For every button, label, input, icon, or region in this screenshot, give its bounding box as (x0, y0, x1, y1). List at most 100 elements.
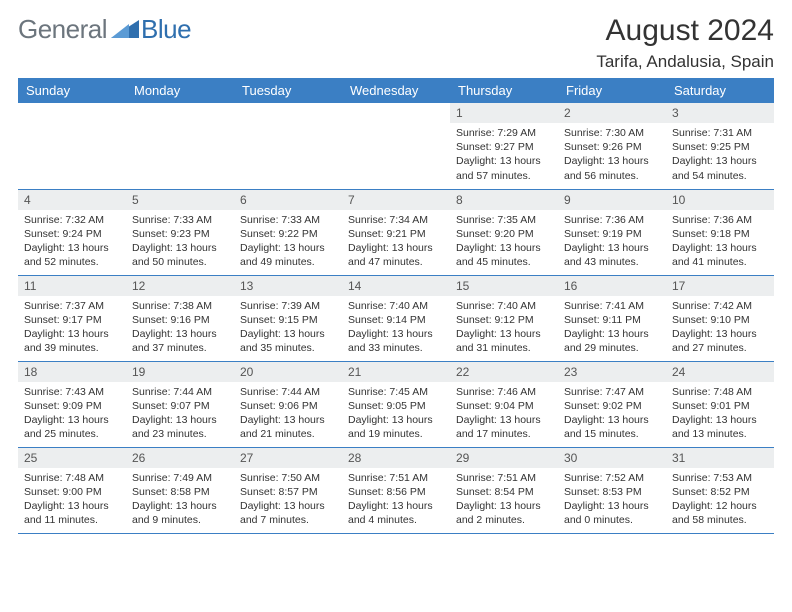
calendar-day-cell: 12Sunrise: 7:38 AMSunset: 9:16 PMDayligh… (126, 275, 234, 361)
calendar-day-cell: 6Sunrise: 7:33 AMSunset: 9:22 PMDaylight… (234, 189, 342, 275)
calendar-week-row: 1Sunrise: 7:29 AMSunset: 9:27 PMDaylight… (18, 103, 774, 189)
day-info: Sunrise: 7:42 AMSunset: 9:10 PMDaylight:… (666, 296, 774, 360)
calendar-week-row: 25Sunrise: 7:48 AMSunset: 9:00 PMDayligh… (18, 447, 774, 533)
day-number: 8 (450, 190, 558, 210)
header: General Blue August 2024 Tarifa, Andalus… (18, 14, 774, 72)
calendar-day-cell: 5Sunrise: 7:33 AMSunset: 9:23 PMDaylight… (126, 189, 234, 275)
calendar-day-cell: 7Sunrise: 7:34 AMSunset: 9:21 PMDaylight… (342, 189, 450, 275)
day-info: Sunrise: 7:36 AMSunset: 9:19 PMDaylight:… (558, 210, 666, 274)
day-info: Sunrise: 7:32 AMSunset: 9:24 PMDaylight:… (18, 210, 126, 274)
day-info: Sunrise: 7:45 AMSunset: 9:05 PMDaylight:… (342, 382, 450, 446)
calendar-day-cell (234, 103, 342, 189)
calendar-day-cell: 24Sunrise: 7:48 AMSunset: 9:01 PMDayligh… (666, 361, 774, 447)
day-info: Sunrise: 7:46 AMSunset: 9:04 PMDaylight:… (450, 382, 558, 446)
day-info: Sunrise: 7:53 AMSunset: 8:52 PMDaylight:… (666, 468, 774, 532)
day-info: Sunrise: 7:51 AMSunset: 8:54 PMDaylight:… (450, 468, 558, 532)
day-header: Friday (558, 78, 666, 103)
calendar-day-cell: 2Sunrise: 7:30 AMSunset: 9:26 PMDaylight… (558, 103, 666, 189)
calendar-day-cell: 8Sunrise: 7:35 AMSunset: 9:20 PMDaylight… (450, 189, 558, 275)
day-info: Sunrise: 7:40 AMSunset: 9:12 PMDaylight:… (450, 296, 558, 360)
day-info: Sunrise: 7:48 AMSunset: 9:01 PMDaylight:… (666, 382, 774, 446)
calendar-day-cell (18, 103, 126, 189)
calendar-day-cell: 14Sunrise: 7:40 AMSunset: 9:14 PMDayligh… (342, 275, 450, 361)
calendar-day-cell: 21Sunrise: 7:45 AMSunset: 9:05 PMDayligh… (342, 361, 450, 447)
logo: General Blue (18, 14, 191, 45)
month-title: August 2024 (596, 14, 774, 48)
day-number: 26 (126, 448, 234, 468)
day-info: Sunrise: 7:48 AMSunset: 9:00 PMDaylight:… (18, 468, 126, 532)
day-info: Sunrise: 7:51 AMSunset: 8:56 PMDaylight:… (342, 468, 450, 532)
day-header-row: SundayMondayTuesdayWednesdayThursdayFrid… (18, 78, 774, 103)
logo-text-general: General (18, 14, 107, 45)
day-header: Tuesday (234, 78, 342, 103)
day-number: 18 (18, 362, 126, 382)
day-info: Sunrise: 7:47 AMSunset: 9:02 PMDaylight:… (558, 382, 666, 446)
calendar-day-cell: 22Sunrise: 7:46 AMSunset: 9:04 PMDayligh… (450, 361, 558, 447)
day-number: 9 (558, 190, 666, 210)
day-number: 24 (666, 362, 774, 382)
calendar-day-cell: 15Sunrise: 7:40 AMSunset: 9:12 PMDayligh… (450, 275, 558, 361)
day-info: Sunrise: 7:41 AMSunset: 9:11 PMDaylight:… (558, 296, 666, 360)
day-number: 1 (450, 103, 558, 123)
day-header: Thursday (450, 78, 558, 103)
day-info: Sunrise: 7:43 AMSunset: 9:09 PMDaylight:… (18, 382, 126, 446)
day-info: Sunrise: 7:44 AMSunset: 9:07 PMDaylight:… (126, 382, 234, 446)
day-number: 7 (342, 190, 450, 210)
calendar-day-cell: 20Sunrise: 7:44 AMSunset: 9:06 PMDayligh… (234, 361, 342, 447)
calendar-day-cell: 13Sunrise: 7:39 AMSunset: 9:15 PMDayligh… (234, 275, 342, 361)
day-number: 11 (18, 276, 126, 296)
day-number: 10 (666, 190, 774, 210)
calendar-day-cell: 29Sunrise: 7:51 AMSunset: 8:54 PMDayligh… (450, 447, 558, 533)
calendar-table: SundayMondayTuesdayWednesdayThursdayFrid… (18, 78, 774, 534)
calendar-day-cell (342, 103, 450, 189)
day-number: 21 (342, 362, 450, 382)
calendar-day-cell: 28Sunrise: 7:51 AMSunset: 8:56 PMDayligh… (342, 447, 450, 533)
day-number: 17 (666, 276, 774, 296)
day-info: Sunrise: 7:36 AMSunset: 9:18 PMDaylight:… (666, 210, 774, 274)
logo-triangle-icon (111, 16, 139, 43)
day-info: Sunrise: 7:29 AMSunset: 9:27 PMDaylight:… (450, 123, 558, 187)
calendar-day-cell: 26Sunrise: 7:49 AMSunset: 8:58 PMDayligh… (126, 447, 234, 533)
calendar-day-cell: 17Sunrise: 7:42 AMSunset: 9:10 PMDayligh… (666, 275, 774, 361)
day-number: 19 (126, 362, 234, 382)
day-info: Sunrise: 7:33 AMSunset: 9:23 PMDaylight:… (126, 210, 234, 274)
location: Tarifa, Andalusia, Spain (596, 52, 774, 72)
day-info: Sunrise: 7:49 AMSunset: 8:58 PMDaylight:… (126, 468, 234, 532)
calendar-day-cell: 31Sunrise: 7:53 AMSunset: 8:52 PMDayligh… (666, 447, 774, 533)
calendar-day-cell: 1Sunrise: 7:29 AMSunset: 9:27 PMDaylight… (450, 103, 558, 189)
calendar-day-cell: 19Sunrise: 7:44 AMSunset: 9:07 PMDayligh… (126, 361, 234, 447)
day-number: 27 (234, 448, 342, 468)
day-info: Sunrise: 7:35 AMSunset: 9:20 PMDaylight:… (450, 210, 558, 274)
day-info: Sunrise: 7:37 AMSunset: 9:17 PMDaylight:… (18, 296, 126, 360)
calendar-week-row: 18Sunrise: 7:43 AMSunset: 9:09 PMDayligh… (18, 361, 774, 447)
day-number: 29 (450, 448, 558, 468)
day-number: 30 (558, 448, 666, 468)
calendar-day-cell: 11Sunrise: 7:37 AMSunset: 9:17 PMDayligh… (18, 275, 126, 361)
day-header: Monday (126, 78, 234, 103)
day-number: 15 (450, 276, 558, 296)
day-info: Sunrise: 7:38 AMSunset: 9:16 PMDaylight:… (126, 296, 234, 360)
day-number: 6 (234, 190, 342, 210)
day-number: 14 (342, 276, 450, 296)
day-number: 22 (450, 362, 558, 382)
day-info: Sunrise: 7:34 AMSunset: 9:21 PMDaylight:… (342, 210, 450, 274)
calendar-day-cell: 23Sunrise: 7:47 AMSunset: 9:02 PMDayligh… (558, 361, 666, 447)
calendar-week-row: 11Sunrise: 7:37 AMSunset: 9:17 PMDayligh… (18, 275, 774, 361)
logo-text-blue: Blue (141, 14, 191, 45)
day-number: 28 (342, 448, 450, 468)
day-number: 13 (234, 276, 342, 296)
day-header: Saturday (666, 78, 774, 103)
calendar-day-cell: 10Sunrise: 7:36 AMSunset: 9:18 PMDayligh… (666, 189, 774, 275)
day-number: 23 (558, 362, 666, 382)
day-info: Sunrise: 7:44 AMSunset: 9:06 PMDaylight:… (234, 382, 342, 446)
day-info: Sunrise: 7:40 AMSunset: 9:14 PMDaylight:… (342, 296, 450, 360)
calendar-day-cell: 9Sunrise: 7:36 AMSunset: 9:19 PMDaylight… (558, 189, 666, 275)
day-number: 25 (18, 448, 126, 468)
day-number: 16 (558, 276, 666, 296)
day-number: 12 (126, 276, 234, 296)
day-number: 4 (18, 190, 126, 210)
title-block: August 2024 Tarifa, Andalusia, Spain (596, 14, 774, 72)
day-header: Sunday (18, 78, 126, 103)
day-number: 20 (234, 362, 342, 382)
day-info: Sunrise: 7:33 AMSunset: 9:22 PMDaylight:… (234, 210, 342, 274)
